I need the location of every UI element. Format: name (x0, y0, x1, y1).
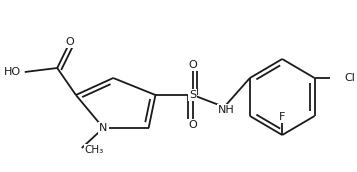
Text: O: O (66, 37, 74, 47)
Text: HO: HO (4, 67, 21, 77)
Text: O: O (188, 120, 197, 130)
Text: CH₃: CH₃ (85, 145, 104, 155)
Text: S: S (189, 90, 196, 100)
Text: O: O (188, 60, 197, 70)
Text: NH: NH (218, 105, 235, 115)
Text: F: F (279, 112, 285, 122)
Text: Cl: Cl (344, 73, 355, 83)
Text: N: N (99, 123, 107, 133)
